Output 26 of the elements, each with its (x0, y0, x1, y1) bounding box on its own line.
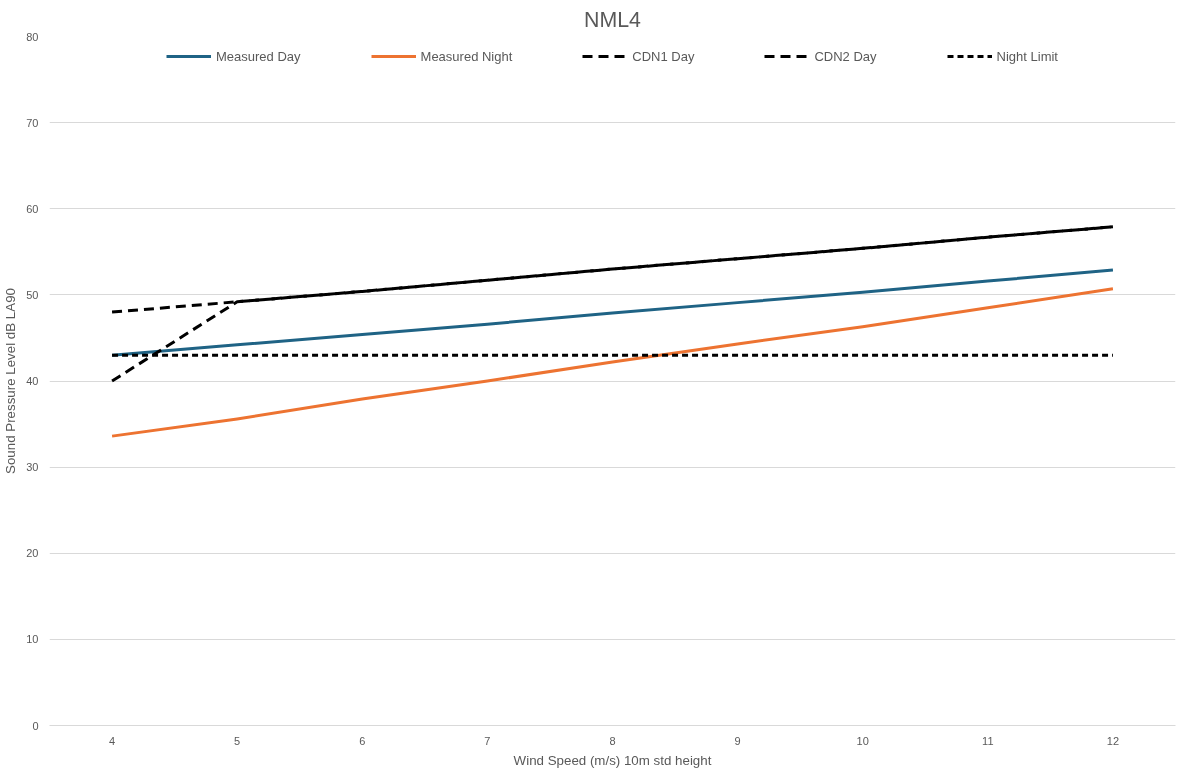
y-tick-label: 70 (26, 116, 39, 129)
y-axis-title: Sound Pressure Level dB LA90 (3, 288, 19, 474)
x-tick-label: 10 (856, 734, 869, 747)
y-tick-label: 60 (26, 202, 39, 215)
x-tick-label: 11 (982, 734, 994, 747)
y-tick-label: 20 (26, 547, 39, 560)
y-tick-label: 50 (26, 288, 39, 301)
x-tick-label: 12 (1106, 734, 1120, 747)
x-axis-title: Wind Speed (m/s) 10m std height (513, 752, 712, 768)
x-tick-label: 8 (609, 734, 616, 747)
x-tick-label: 4 (109, 734, 116, 747)
y-tick-label: 10 (26, 633, 39, 646)
y-tick-label: 40 (26, 375, 39, 387)
x-tick-label: 9 (734, 734, 741, 747)
legend-label: CDN1 Day (632, 48, 695, 64)
legend-label: CDN2 Day (814, 48, 877, 64)
y-tick-label: 0 (32, 719, 39, 732)
legend-label: Measured Night (420, 48, 513, 64)
y-tick-label: 30 (26, 461, 39, 474)
legend-label: Measured Day (216, 48, 301, 64)
y-tick-label: 80 (26, 30, 39, 43)
x-tick-label: 5 (234, 734, 241, 747)
x-tick-label: 6 (359, 734, 366, 747)
x-tick-label: 7 (484, 734, 491, 747)
chart-title: NML4 (584, 7, 642, 32)
legend-label: Night Limit (996, 48, 1058, 64)
